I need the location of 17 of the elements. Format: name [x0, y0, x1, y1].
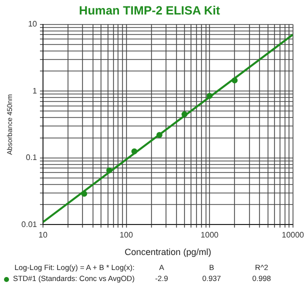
point: [81, 190, 88, 197]
chart-title: Human TIMP-2 ELISA Kit: [79, 4, 220, 18]
x-tick-label: 1000: [200, 230, 220, 240]
x-tick-label: 10: [38, 230, 48, 240]
point: [232, 77, 238, 84]
x-tick-label: 100: [120, 230, 134, 240]
point: [131, 148, 138, 154]
y-tick-label: 1: [32, 86, 38, 96]
x-axis-title: Concentration (pg/ml): [124, 247, 212, 258]
y-tick-label: 0.1: [26, 153, 38, 162]
x-tick-label: 10000: [282, 230, 305, 240]
y-tick-label: 0.01: [21, 220, 38, 229]
point: [106, 167, 112, 174]
point: [182, 111, 188, 118]
point: [206, 92, 213, 99]
y-tick-label: 10: [28, 20, 38, 29]
point: [156, 132, 162, 138]
